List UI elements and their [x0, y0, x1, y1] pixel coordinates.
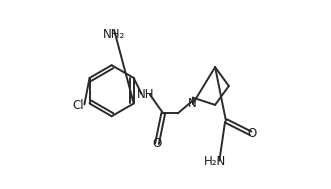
Text: NH₂: NH₂ [102, 28, 125, 40]
Text: O: O [152, 137, 162, 150]
Text: H₂N: H₂N [204, 155, 226, 168]
Text: Cl: Cl [72, 99, 84, 112]
Text: N: N [188, 97, 196, 109]
Text: O: O [248, 127, 257, 140]
Text: NH: NH [137, 88, 154, 101]
